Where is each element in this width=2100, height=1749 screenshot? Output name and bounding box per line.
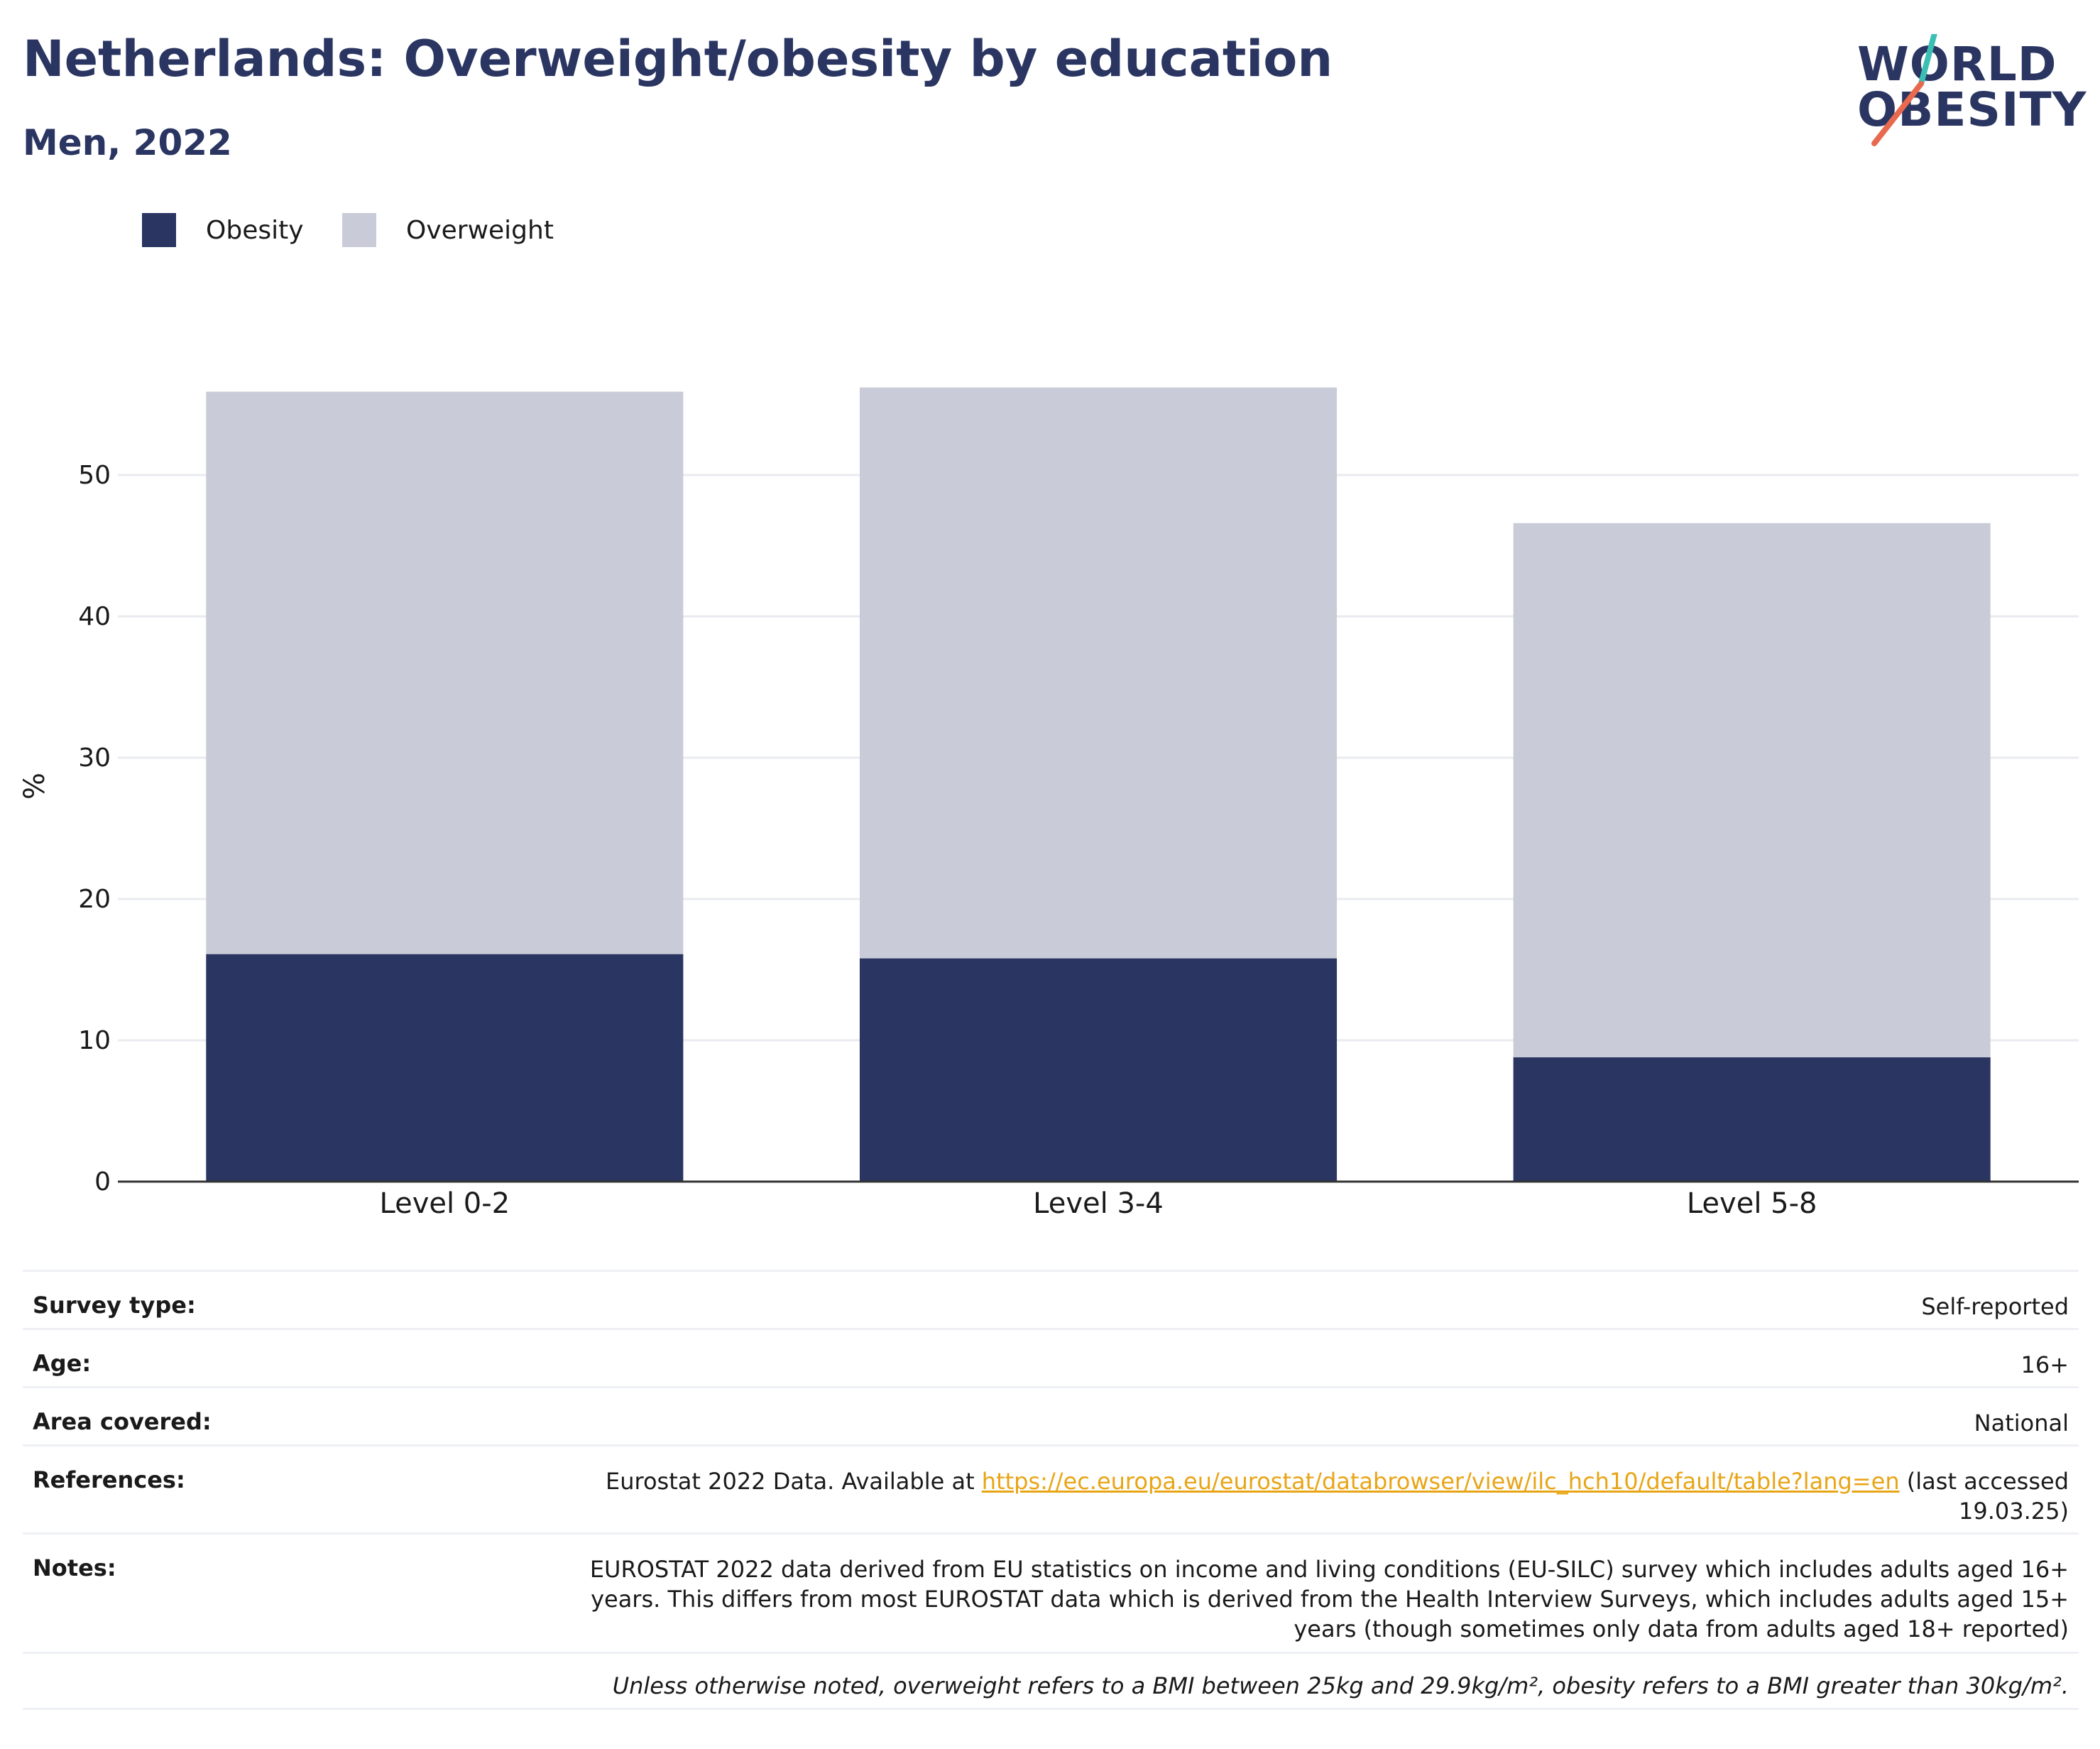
y-tick-label: 20 [78, 885, 111, 914]
chart-subtitle: Men, 2022 [23, 122, 232, 163]
bar-obesity-3 [1513, 1057, 1991, 1182]
bar-overweight-2 [859, 387, 1338, 959]
reference-text: Eurostat 2022 Data. Available at [606, 1468, 982, 1495]
y-tick-label: 50 [78, 461, 111, 490]
meta-value: EUROSTAT 2022 data derived from EU stati… [589, 1556, 2069, 1642]
meta-key: Area covered: [33, 1408, 212, 1435]
meta-row-notes: Notes: EUROSTAT 2022 data derived from E… [23, 1532, 2079, 1652]
logo-line-1: WORLD [1857, 37, 2057, 92]
meta-row-references: References: Eurostat 2022 Data. Availabl… [23, 1444, 2079, 1532]
meta-key: Survey type: [33, 1292, 196, 1319]
x-category-label: Level 0-2 [380, 1187, 510, 1220]
x-category-label: Level 3-4 [1033, 1187, 1164, 1220]
meta-value: 16+ [2020, 1351, 2069, 1378]
chart-title: Netherlands: Overweight/obesity by educa… [23, 30, 1333, 88]
logo-slash-icon [1871, 34, 1937, 146]
y-tick-label: 40 [78, 602, 111, 631]
legend-label-obesity: Obesity [206, 215, 304, 245]
meta-row-area-covered: Area covered: National [23, 1386, 2079, 1444]
meta-key: References: [33, 1466, 185, 1493]
y-tick-label: 30 [78, 743, 111, 773]
stacked-bar-chart: 0 10 20 30 40 50% Level 0-2 Level 3-4 Level 5-8 [18, 387, 2079, 1220]
meta-row-age: Age: 16+ [23, 1328, 2079, 1386]
bar-obesity-1 [206, 954, 684, 1182]
world-obesity-logo: WORLD OBESITY [1853, 34, 2087, 148]
y-tick-label: 0 [94, 1167, 111, 1197]
legend-label-overweight: Overweight [406, 215, 554, 245]
x-category-label: Level 5-8 [1687, 1187, 1817, 1220]
y-tick-label: 10 [78, 1026, 111, 1055]
legend-swatch-overweight [342, 213, 376, 247]
meta-key: Notes: [33, 1554, 116, 1581]
bmi-footnote: Unless otherwise noted, overweight refer… [23, 1652, 2079, 1710]
meta-value: Self-reported [1921, 1293, 2069, 1320]
metadata-table: Survey type: Self-reported Age: 16+ Area… [23, 1270, 2079, 1710]
legend-item-overweight[interactable]: Overweight [342, 212, 554, 249]
y-axis-label: % [18, 773, 51, 800]
bar-overweight-1 [206, 391, 684, 954]
meta-key: Age: [33, 1350, 92, 1377]
logo-line-2: OBESITY [1857, 82, 2087, 137]
reference-link[interactable]: https://ec.europa.eu/eurostat/databrowse… [981, 1468, 1900, 1495]
meta-value: National [1974, 1410, 2069, 1437]
reference-accessed: (last accessed 19.03.25) [1899, 1468, 2069, 1525]
meta-row-survey-type: Survey type: Self-reported [23, 1270, 2079, 1328]
legend-swatch-obesity [142, 213, 176, 247]
legend-item-obesity[interactable]: Obesity [142, 212, 304, 249]
meta-value: Eurostat 2022 Data. Available at https:/… [530, 1466, 2069, 1526]
bar-obesity-2 [859, 958, 1338, 1182]
bar-overweight-3 [1513, 523, 1991, 1057]
